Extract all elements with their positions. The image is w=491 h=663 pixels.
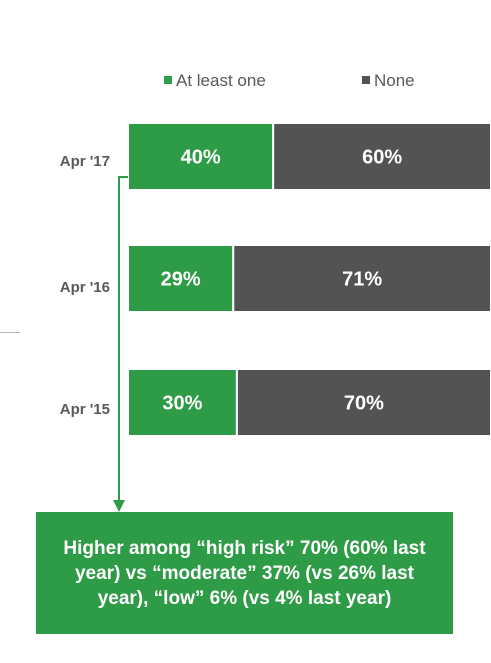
- category-label: Apr '16: [59, 279, 110, 296]
- data-label: 40%: [181, 147, 221, 169]
- bar-segment-none: [272, 122, 491, 191]
- divider-line: [0, 332, 20, 333]
- legend-item-none: None: [362, 71, 415, 91]
- category-label: Apr '15: [59, 401, 110, 418]
- category-label: Apr '17: [59, 153, 110, 170]
- legend-swatch-none: [362, 76, 370, 84]
- bar-segment-at-least-one: [127, 368, 238, 437]
- data-label: 30%: [162, 393, 202, 415]
- legend: At least one None: [0, 71, 491, 91]
- legend-swatch-at-least-one: [164, 76, 172, 84]
- bar-segment-at-least-one: [127, 244, 235, 313]
- connector-line: [118, 176, 128, 503]
- legend-label-at-least-one: At least one: [176, 71, 266, 90]
- data-label: 71%: [342, 269, 382, 291]
- callout-box: Higher among “high risk” 70% (60% last y…: [36, 512, 453, 634]
- callout-text: Higher among “high risk” 70% (60% last y…: [63, 537, 426, 609]
- legend-label-none: None: [374, 71, 415, 90]
- bar-segment-at-least-one: [127, 122, 275, 191]
- data-label: 60%: [362, 147, 402, 169]
- bar-segment-none: [235, 368, 491, 437]
- data-label: 70%: [344, 393, 384, 415]
- data-label: 29%: [161, 269, 201, 291]
- bar-segment-none: [232, 244, 491, 313]
- legend-item-at-least-one: At least one: [164, 71, 266, 91]
- arrow-head: [113, 500, 125, 512]
